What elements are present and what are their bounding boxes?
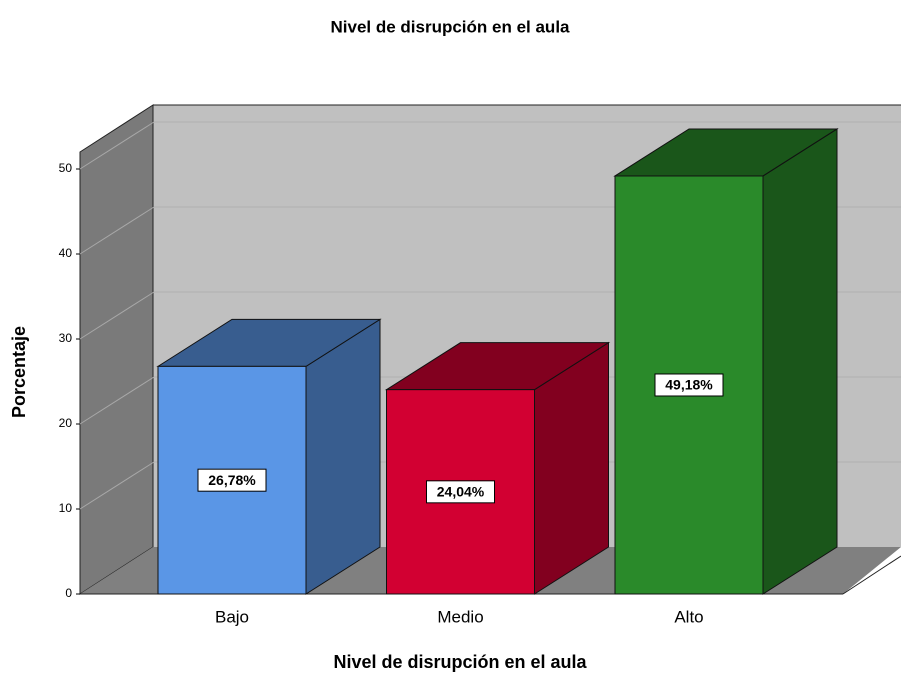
grid-line bbox=[79, 376, 155, 425]
grid-line bbox=[79, 121, 155, 170]
value-label: 24,04% bbox=[437, 484, 485, 500]
bars: 26,78% 24,04% 49,18% bbox=[156, 128, 839, 595]
bar-side bbox=[762, 128, 838, 595]
y-tick-label: 40 bbox=[59, 246, 73, 260]
value-label-box bbox=[654, 373, 724, 397]
grid-line bbox=[79, 291, 155, 340]
x-tick-label: Medio bbox=[437, 607, 483, 626]
y-tick-label: 50 bbox=[59, 161, 73, 175]
y-tick-label: 10 bbox=[59, 501, 73, 515]
x-tick-label: Bajo bbox=[215, 607, 249, 626]
bar-side bbox=[305, 318, 381, 595]
side-wall bbox=[79, 104, 154, 595]
value-label: 49,18% bbox=[665, 377, 713, 393]
y-axis-label: Porcentaje bbox=[9, 326, 29, 418]
value-label-box bbox=[426, 480, 495, 504]
chart-title: Nivel de disrupción en el aula bbox=[330, 17, 570, 36]
grid-line bbox=[79, 461, 155, 510]
y-tick-label: 20 bbox=[59, 416, 73, 430]
value-label: 26,78% bbox=[208, 472, 256, 488]
y-tick-label: 0 bbox=[65, 586, 72, 600]
y-tick-label: 30 bbox=[59, 331, 73, 345]
grid-line bbox=[79, 206, 155, 255]
floor-edge bbox=[842, 555, 901, 595]
x-tick-label: Alto bbox=[674, 607, 703, 626]
value-label-box bbox=[197, 468, 267, 492]
x-axis-label: Nivel de disrupción en el aula bbox=[333, 652, 587, 672]
